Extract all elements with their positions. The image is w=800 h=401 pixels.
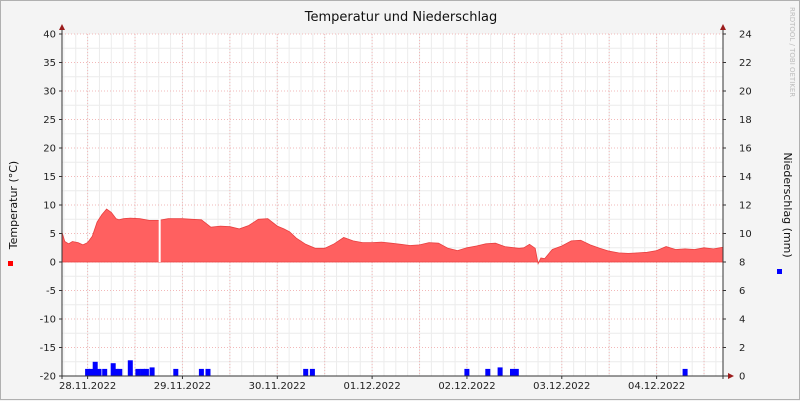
right-tick-label: 22 xyxy=(739,58,752,69)
left-tick-label: -10 xyxy=(40,315,56,326)
precipitation-bar xyxy=(513,368,519,376)
precipitation-bar xyxy=(205,368,211,376)
precipitation-bar xyxy=(140,368,146,376)
precipitation-bar xyxy=(173,368,179,376)
right-tick-label: 20 xyxy=(739,87,752,98)
right-tick-label: 6 xyxy=(739,286,745,297)
right-tick-label: 12 xyxy=(739,201,752,212)
left-axis-arrow xyxy=(59,24,65,30)
watermark-text: RRDTOOL / TOBI OETIKER xyxy=(788,7,796,97)
left-tick-label: 20 xyxy=(43,144,56,155)
left-tick-label: 10 xyxy=(43,201,56,212)
precipitation-bar xyxy=(682,368,688,376)
left-tick-label: 5 xyxy=(50,229,56,240)
x-tick-label: 03.12.2022 xyxy=(533,381,590,392)
precipitation-bar xyxy=(149,367,155,376)
left-tick-label: 35 xyxy=(43,58,56,69)
left-axis-title: Temperatur (°C) xyxy=(7,161,20,250)
temperature-area xyxy=(61,208,724,265)
x-tick-label: 28.11.2022 xyxy=(59,381,116,392)
precipitation-bar xyxy=(113,368,119,376)
precipitation-bar xyxy=(96,368,102,376)
precipitation-bar xyxy=(102,368,108,376)
left-tick-label: 25 xyxy=(43,115,56,126)
precipitation-bar xyxy=(309,368,315,376)
right-tick-label: 14 xyxy=(739,172,752,183)
precipitation-bar xyxy=(497,367,503,376)
precipitation-bar xyxy=(143,368,149,376)
precipitation-bar xyxy=(464,368,470,376)
right-tick-label: 16 xyxy=(739,144,752,155)
right-axis-arrow xyxy=(720,24,726,30)
precipitation-bar xyxy=(88,368,94,376)
chart-title: Temperatur und Niederschlag xyxy=(304,10,498,25)
precipitation-bar xyxy=(92,361,98,377)
x-tick-label: 29.11.2022 xyxy=(154,381,211,392)
right-tick-label: 8 xyxy=(739,258,745,269)
left-tick-label: 0 xyxy=(50,258,56,269)
precipitation-bar xyxy=(135,368,141,376)
right-tick-label: 18 xyxy=(739,115,752,126)
precipitation-bar xyxy=(127,360,133,376)
precipitation-bar xyxy=(198,368,204,376)
precipitation-bar-layer xyxy=(85,360,688,377)
x-tick-label: 01.12.2022 xyxy=(343,381,400,392)
right-axis-title: Niederschlag (mm) xyxy=(781,152,794,257)
left-axis-ticks: 40 35 30 25 20 15 10 5 0 -5 -10 -15 -20 xyxy=(40,30,62,383)
right-tick-label: 4 xyxy=(739,315,745,326)
x-tick-label: 30.11.2022 xyxy=(249,381,306,392)
right-tick-label: 0 xyxy=(739,372,745,383)
left-tick-label: 30 xyxy=(43,87,56,98)
left-tick-label: 15 xyxy=(43,172,56,183)
precipitation-bar xyxy=(485,368,491,376)
precipitation-legend-swatch xyxy=(777,269,782,274)
right-tick-label: 24 xyxy=(739,30,752,41)
grid-lines xyxy=(62,33,723,377)
right-tick-label: 10 xyxy=(739,229,752,240)
x-tick-label: 02.12.2022 xyxy=(438,381,495,392)
left-tick-label: 40 xyxy=(43,30,56,41)
left-tick-label: -5 xyxy=(46,286,56,297)
precipitation-bar xyxy=(110,363,116,376)
x-axis-arrow xyxy=(728,373,734,379)
temperature-legend-swatch xyxy=(8,261,13,266)
precipitation-bar xyxy=(510,368,515,376)
precipitation-bar xyxy=(117,368,123,376)
x-tick-label: 04.12.2022 xyxy=(628,381,685,392)
x-axis-ticks: 28.11.2022 29.11.2022 30.11.2022 01.12.2022… xyxy=(59,376,685,392)
left-tick-label: -15 xyxy=(40,343,56,354)
right-tick-label: 2 xyxy=(739,343,745,354)
precipitation-bar xyxy=(85,368,91,376)
axes-layer xyxy=(59,24,734,379)
precipitation-bar xyxy=(303,368,309,376)
temperature-area-layer xyxy=(61,208,724,265)
left-tick-label: -20 xyxy=(40,372,56,383)
